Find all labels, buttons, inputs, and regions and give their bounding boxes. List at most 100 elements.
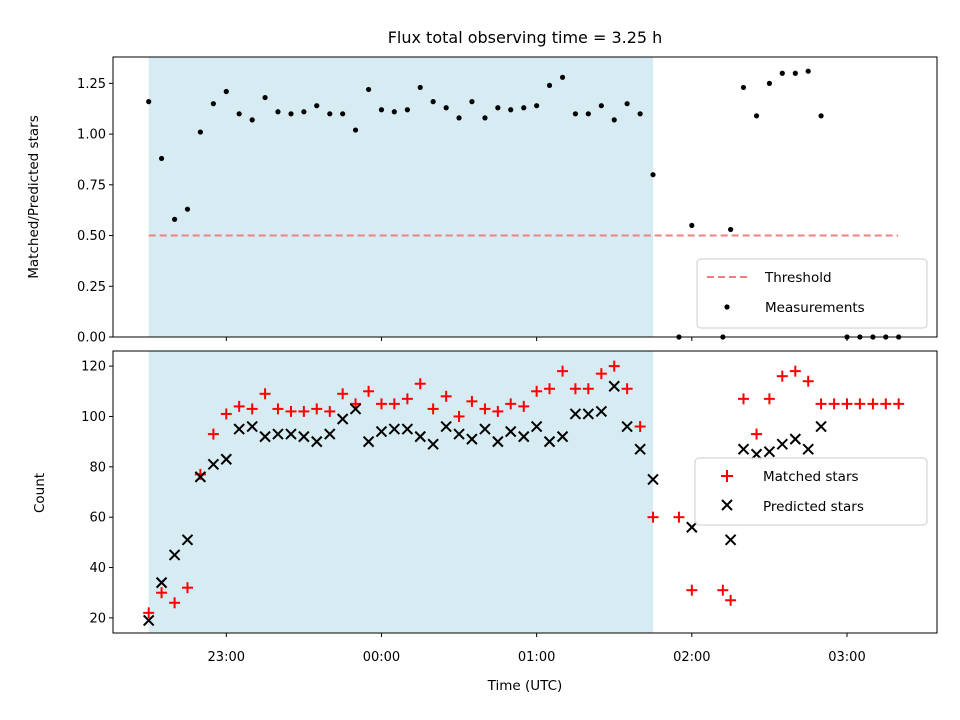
predicted-star-point [324,428,336,440]
matched-star-point [427,403,439,415]
matched-star-point [440,390,452,402]
predicted-star-mark-b [194,471,207,483]
matched-star-point [854,398,866,410]
predicted-star-point [311,435,323,448]
measurement-point [417,84,423,91]
predicted-star-point [246,420,258,433]
predicted-star-point [388,423,401,435]
measurement-point [572,111,579,117]
x-tick-label: 01:00 [518,650,555,665]
measurement-point [534,103,540,109]
matched-star-point [608,360,620,372]
predicted-star-mark-b [543,435,556,448]
bottom-panel: 20 40 60 80 100 120 23:00 00:00 01:00 02:00 03:00… [81,350,938,665]
predicted-star-mark-b [362,435,375,448]
predicted-star-mark-b [595,405,608,418]
predicted-star-mark-b [207,458,220,471]
matched-star-point [557,365,569,377]
predicted-star-point [194,471,207,483]
matched-star-point [880,398,892,410]
measurement-point [146,99,152,105]
matched-star-point [815,398,827,410]
predicted-star-mark-b [168,549,181,561]
matched-star-point [246,403,258,415]
measurement-point [391,109,397,115]
predicted-star-mark-b [569,408,582,420]
top-y-tick-label: 0.25 [77,280,106,295]
predicted-star-point [336,413,349,425]
bottom-y-tick-label: 80 [89,460,106,475]
predicted-star-point [556,430,569,443]
measurement-point [288,111,294,117]
predicted-star-point [142,614,155,627]
measurement-point [327,111,333,117]
predicted-star-mark-b [414,430,426,443]
predicted-star-mark-b [440,420,452,433]
predicted-star-point [453,428,465,440]
predicted-star-mark-b [246,420,258,433]
predicted-star-mark-b [453,428,465,440]
measurement-point [766,80,773,86]
predicted-star-mark-b [776,438,788,450]
matched-star-point [311,403,323,415]
predicted-star-mark-b [142,614,155,627]
predicted-star-point [440,420,452,433]
measurement-point [197,129,203,135]
matched-star-point [479,403,491,415]
measurement-point [456,115,462,121]
x-axis-label: Time (UTC) [487,678,563,694]
matched-star-point [751,428,763,440]
predicted-star-point [634,443,646,455]
matched-star-point [737,393,749,405]
measurement-point [650,172,656,178]
predicted-star-mark-b [272,428,284,440]
predicted-star-mark-b [518,430,530,443]
measurement-point [521,105,527,111]
predicted-star-point [763,446,776,458]
bottom-legend-box [694,457,928,526]
predicted-star-mark-b [155,576,168,589]
predicted-star-mark-b [233,423,245,435]
matched-star-point [363,385,375,397]
measurement-point [236,111,242,117]
measurement-point [753,113,760,119]
matched-star-point [841,398,853,410]
measurement-point [728,226,734,233]
matched-star-point [337,388,349,400]
measurement-point [495,105,501,111]
predicted-star-point [414,430,426,443]
matched-star-point [466,395,478,407]
measurement-point [585,111,591,117]
measurement-point [378,107,385,113]
predicted-star-mark-b [285,428,297,440]
predicted-star-point [737,443,750,455]
predicted-star-point [466,433,478,445]
matched-star-point [272,403,284,415]
predicted-star-point [168,549,181,561]
bottom-plot-frame [112,350,938,634]
measurement-point [637,111,643,117]
predicted-star-point [349,403,362,415]
predicted-star-mark-b [259,430,271,443]
predicted-star-mark-b [621,420,633,433]
measurement-point [158,155,165,162]
matched-star-point [647,511,659,523]
measurement-point [301,109,307,115]
matched-star-point [375,398,387,410]
matched-star-point [181,582,193,594]
predicted-star-point [427,438,439,450]
matched-star-point [802,375,814,387]
predicted-star-point [724,534,737,546]
bottom-legend: Matched stars Predicted stars [694,457,928,526]
predicted-star-point [259,430,271,443]
bottom-y-tick-label: 20 [89,611,106,626]
measurement-point [818,113,824,119]
measurement-point [404,107,410,113]
measurement-point [223,88,229,95]
matched-star-point [453,410,465,422]
predicted-star-mark-b [388,423,401,435]
measurement-point [559,74,566,80]
predicted-star-mark-b [634,443,646,455]
top-y-tick-label: 1.25 [77,77,106,92]
